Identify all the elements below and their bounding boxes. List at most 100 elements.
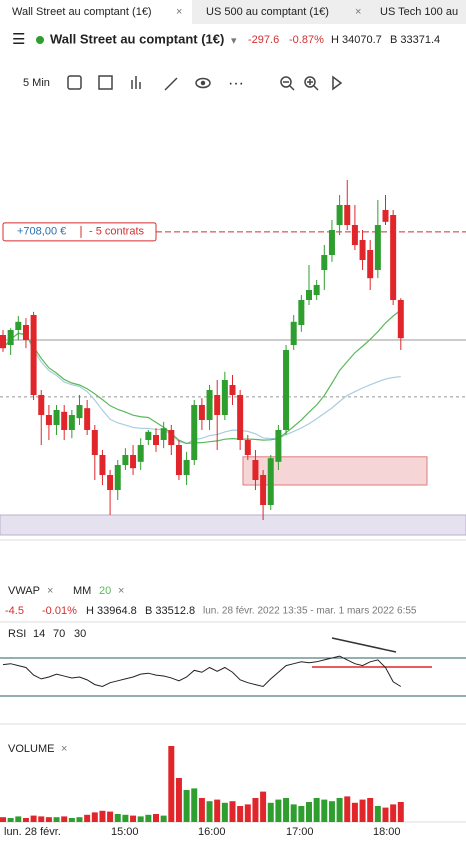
- tab-close[interactable]: ×: [355, 6, 361, 18]
- candle-body: [68, 415, 75, 430]
- candle-body: [0, 335, 6, 349]
- ma-label: MM: [73, 585, 91, 597]
- support-band: [0, 514, 466, 536]
- tab[interactable]: US 500 au comptant (1€): [206, 6, 329, 18]
- change-pct: -0.87%: [289, 34, 324, 46]
- volume-bar: [298, 806, 305, 822]
- candle-body: [390, 215, 397, 300]
- volume-bar: [91, 812, 98, 822]
- candle-body: [84, 408, 91, 430]
- candle-body: [30, 315, 37, 395]
- date-range: lun. 28 févr. 2022 13:35 - mar. 1 mars 2…: [203, 606, 417, 617]
- vwap-line: [2, 332, 401, 445]
- active-tab[interactable]: [0, 0, 192, 24]
- volume-bar: [283, 798, 290, 822]
- volume-bar: [137, 816, 144, 822]
- volume-bar: [328, 801, 335, 822]
- volume-bar: [336, 798, 343, 822]
- volume-bar: [214, 799, 221, 822]
- volume-bar: [221, 802, 228, 822]
- candle-body: [336, 205, 343, 225]
- candle-body: [91, 430, 98, 455]
- candle-body: [397, 300, 404, 339]
- volume-bar: [244, 804, 251, 822]
- volume-bar: [107, 811, 114, 822]
- candle-body: [382, 210, 389, 222]
- candle-body: [99, 455, 106, 475]
- volume-bar: [321, 799, 328, 822]
- volume-bar: [122, 814, 129, 822]
- dropdown[interactable]: ▾: [231, 35, 237, 47]
- volume-bar: [313, 798, 320, 822]
- volume-bar: [153, 814, 159, 822]
- interval[interactable]: 5 Min: [23, 77, 50, 89]
- volume-bar: [53, 817, 60, 822]
- volume-bar: [267, 802, 274, 822]
- instrument-name[interactable]: Wall Street au comptant (1€): [50, 31, 224, 46]
- tab[interactable]: Wall Street au comptant (1€): [12, 6, 152, 18]
- volume-bar: [175, 778, 182, 822]
- tab[interactable]: US Tech 100 au: [380, 6, 458, 18]
- close[interactable]: ×: [47, 585, 53, 597]
- volume-bar: [76, 817, 83, 822]
- ind-high: H 33964.8: [86, 605, 137, 617]
- moving-average: [2, 309, 402, 445]
- rsi-label: RSI: [8, 628, 26, 640]
- volume-bar: [15, 816, 22, 822]
- volume-bar: [390, 804, 397, 822]
- candle-body: [267, 458, 274, 505]
- more-icon[interactable]: ···: [228, 75, 244, 92]
- toolbar-icons[interactable]: [67, 75, 343, 91]
- candle-body: [114, 465, 121, 490]
- candle-body: [61, 411, 68, 430]
- candle-body: [168, 430, 175, 445]
- volume-bar: [99, 810, 106, 822]
- volume-label: VOLUME: [8, 743, 54, 755]
- candle-body: [175, 445, 182, 475]
- volume-bar: [260, 791, 267, 822]
- x-label: lun. 28 févr.: [4, 826, 61, 838]
- volume-bar: [22, 818, 29, 822]
- candle-body: [183, 460, 190, 475]
- candle-body: [153, 435, 159, 445]
- candle-body: [313, 285, 320, 295]
- volume-bar: [374, 806, 381, 822]
- candle-body: [275, 430, 282, 462]
- volume-bar: [61, 816, 68, 822]
- volume-bar: [359, 799, 366, 822]
- volume-bar: [306, 802, 312, 822]
- volume-bar: [7, 818, 14, 822]
- candle-body: [145, 431, 152, 440]
- position-contracts: - 5 contrats: [89, 226, 145, 238]
- candle-body: [374, 225, 381, 270]
- tab-close[interactable]: ×: [176, 6, 182, 18]
- candle-body: [206, 390, 213, 420]
- candle-body: [7, 330, 14, 345]
- volume-bar: [130, 815, 137, 822]
- candle-body: [244, 440, 251, 455]
- candle-body: [221, 380, 228, 415]
- volume-bar: [252, 798, 259, 822]
- volume-bar: [183, 790, 190, 822]
- vwap-label: VWAP: [8, 585, 40, 597]
- volume-bar: [275, 799, 282, 822]
- candle-body: [367, 250, 374, 279]
- x-label: 17:00: [286, 826, 314, 838]
- volume-bar: [38, 816, 45, 822]
- close[interactable]: ×: [61, 743, 67, 755]
- menu-icon[interactable]: ☰: [12, 31, 25, 48]
- candle-body: [351, 225, 358, 245]
- candle-body: [214, 395, 221, 415]
- x-label: 15:00: [111, 826, 139, 838]
- volume-bar: [351, 802, 358, 822]
- candle-body: [191, 405, 198, 460]
- volume-bar: [114, 814, 121, 822]
- close[interactable]: ×: [118, 585, 124, 597]
- x-label: 18:00: [373, 826, 401, 838]
- candle-body: [290, 321, 297, 345]
- candle-body: [107, 475, 114, 490]
- volume-bar: [45, 817, 52, 822]
- ind-low: B 33512.8: [145, 605, 195, 617]
- trend-line: [331, 637, 397, 653]
